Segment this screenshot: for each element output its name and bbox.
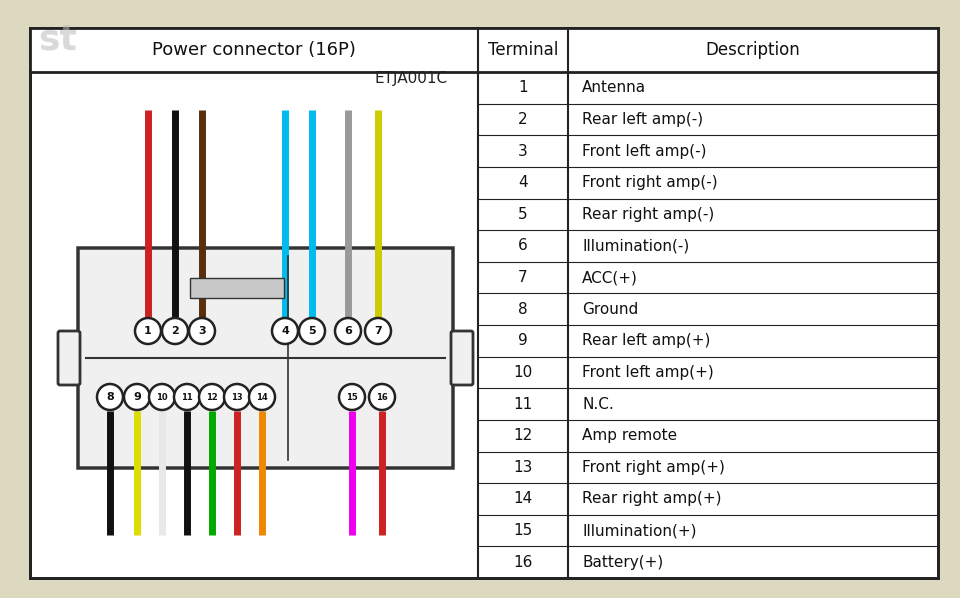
Circle shape [365,318,391,344]
Circle shape [149,384,175,410]
Text: ACC(+): ACC(+) [582,270,637,285]
Text: Description: Description [706,41,801,59]
Text: 12: 12 [206,392,218,401]
Text: 1: 1 [518,80,528,95]
Text: N.C.: N.C. [582,396,613,411]
Text: 6: 6 [518,239,528,254]
Text: 9: 9 [518,333,528,348]
Text: 2: 2 [518,112,528,127]
Text: 3: 3 [518,144,528,158]
Circle shape [369,384,395,410]
Text: Front left amp(+): Front left amp(+) [582,365,713,380]
FancyBboxPatch shape [78,248,453,468]
Text: Rear left amp(-): Rear left amp(-) [582,112,703,127]
FancyBboxPatch shape [451,331,473,385]
Text: 13: 13 [514,460,533,475]
Text: Terminal: Terminal [488,41,558,59]
Text: 10: 10 [156,392,168,401]
Text: 1: 1 [144,326,152,336]
Circle shape [272,318,298,344]
Text: Illumination(-): Illumination(-) [582,239,689,254]
FancyBboxPatch shape [58,331,80,385]
Circle shape [174,384,200,410]
Text: 15: 15 [347,392,358,401]
Text: 7: 7 [374,326,382,336]
Circle shape [135,318,161,344]
Circle shape [299,318,325,344]
Text: 5: 5 [518,207,528,222]
Circle shape [124,384,150,410]
Text: Front right amp(+): Front right amp(+) [582,460,725,475]
Text: Battery(+): Battery(+) [582,555,663,570]
Text: 12: 12 [514,428,533,443]
Circle shape [189,318,215,344]
Text: 16: 16 [514,555,533,570]
Bar [190,278,284,298]
Text: 4: 4 [518,175,528,190]
Circle shape [249,384,275,410]
Text: 6: 6 [344,326,352,336]
Bar [30,28,938,72]
Text: Rear left amp(+): Rear left amp(+) [582,333,710,348]
Text: 2: 2 [171,326,179,336]
Text: 9: 9 [133,392,141,402]
Text: 4: 4 [281,326,289,336]
Text: 3: 3 [198,326,205,336]
Text: Power connector (16P): Power connector (16P) [152,41,356,59]
Text: 8: 8 [107,392,114,402]
Text: 10: 10 [514,365,533,380]
Circle shape [199,384,225,410]
Text: Front right amp(-): Front right amp(-) [582,175,718,190]
Circle shape [335,318,361,344]
Text: Rear right amp(+): Rear right amp(+) [582,492,722,507]
Text: Rear right amp(-): Rear right amp(-) [582,207,714,222]
Text: 16: 16 [376,392,388,401]
Text: 11: 11 [514,396,533,411]
Circle shape [224,384,250,410]
Text: Antenna: Antenna [582,80,646,95]
Text: 5: 5 [308,326,316,336]
Text: 15: 15 [514,523,533,538]
Text: Front left amp(-): Front left amp(-) [582,144,707,158]
Text: 8: 8 [518,301,528,317]
Circle shape [97,384,123,410]
Circle shape [162,318,188,344]
Text: 14: 14 [256,392,268,401]
Text: 7: 7 [518,270,528,285]
Text: 14: 14 [514,492,533,507]
Text: 11: 11 [181,392,193,401]
Text: Ground: Ground [582,301,638,317]
Text: 13: 13 [231,392,243,401]
Circle shape [339,384,365,410]
Text: st: st [38,22,77,56]
Text: Amp remote: Amp remote [582,428,677,443]
Text: ETJA001C: ETJA001C [374,71,448,86]
Text: Illumination(+): Illumination(+) [582,523,697,538]
